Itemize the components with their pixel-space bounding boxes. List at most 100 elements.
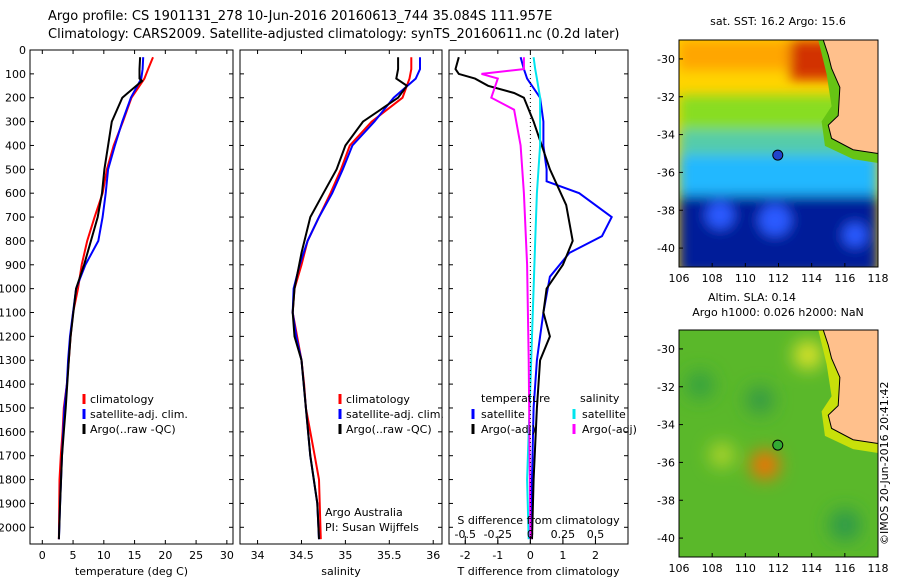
- sla-map-lat-label: -36: [657, 456, 675, 469]
- header-line-2: Climatology: CARS2009. Satellite-adjuste…: [48, 27, 620, 42]
- depth-tick-label: 1000: [0, 283, 26, 296]
- sst-map-field: [679, 40, 878, 267]
- difference-legend-label: satellite: [582, 408, 626, 421]
- temperature-xtick-label: 15: [128, 549, 142, 562]
- argo-float-marker: [772, 439, 784, 451]
- sla-map-lon-label: 118: [868, 562, 889, 575]
- continental-shelf: [818, 40, 878, 163]
- sst-map-lat-label: -32: [657, 91, 675, 104]
- sst-map-lon-label: 116: [834, 272, 855, 285]
- sla-map-lon-label: 108: [702, 562, 723, 575]
- difference-series-salinity-argo-adj: [481, 57, 532, 540]
- difference-panel: -2 -1 0 1 2 -0.5 -0.25 0 0.25 0.5S difference fro…: [448, 49, 637, 578]
- sla-map-subtitle: Argo h1000: 0.026 h2000: NaN: [692, 306, 864, 319]
- difference-xtick-label: -2: [460, 549, 471, 562]
- depth-tick-label: 0: [19, 44, 26, 57]
- salinity-axis-label: salinity: [321, 565, 361, 578]
- salinity-diff-tick-label: 0.25: [551, 528, 576, 541]
- depth-tick-label: 500: [5, 163, 26, 176]
- temperature-xtick-label: 25: [189, 549, 203, 562]
- temperature-legend-label: Argo(..raw -QC): [90, 423, 176, 436]
- temperature-legend-label: satellite-adj. clim.: [90, 408, 188, 421]
- sla-map-lat-label: -38: [657, 494, 675, 507]
- sst-map-lon-label: 118: [868, 272, 889, 285]
- temperature-frame: [29, 49, 234, 545]
- depth-tick-label: 1300: [0, 354, 26, 367]
- sla-low-anomaly: [686, 371, 714, 399]
- sst-eddy: [843, 223, 867, 247]
- sla-map-panel: 106 108 110 112 114 116 118 -30 -32 -34 -36 -38 -40 A…: [657, 291, 888, 575]
- imos-watermark: ©IMOS 20-Jun-2016 20:41:42: [878, 381, 891, 545]
- salinity-frame: [239, 49, 443, 545]
- sla-map-lon-label: 116: [834, 562, 855, 575]
- sla-high-anomaly: [794, 341, 822, 369]
- salinity-legend-label: Argo(..raw -QC): [346, 423, 432, 436]
- salinity-xtick-label: 35.5: [377, 549, 402, 562]
- temperature-xtick-label: 0: [39, 549, 46, 562]
- depth-tick-label: 700: [5, 211, 26, 224]
- depth-tick-label: 900: [5, 259, 26, 272]
- temperature-panel: 0100200300400500600700800900100011001200…: [0, 44, 234, 578]
- depth-tick-label: 1100: [0, 307, 26, 320]
- temperature-series-argo-raw-qc: [57, 57, 144, 540]
- temperature-difference-axis-label: T difference from climatology: [457, 565, 620, 578]
- legend-title-salinity: salinity: [580, 392, 620, 405]
- salinity-legend-label: satellite-adj. clim.: [346, 408, 444, 421]
- temperature-series-satellite-adj-clim: [57, 57, 145, 540]
- salinity-diff-tick-label: -0.5: [455, 528, 476, 541]
- sla-map-field: [679, 330, 878, 557]
- sla-map-lat-label: -40: [657, 532, 675, 545]
- salinity-xtick-label: 36: [426, 549, 440, 562]
- australia-land: [822, 330, 878, 445]
- depth-tick-label: 200: [5, 92, 26, 105]
- sla-map-lat-label: -34: [657, 419, 675, 432]
- depth-tick-label: 100: [5, 68, 26, 81]
- depth-tick-label: 800: [5, 235, 26, 248]
- sla-map-title: Altim. SLA: 0.14: [708, 291, 796, 304]
- sst-map-lon-label: 108: [702, 272, 723, 285]
- sla-map-lat-label: -32: [657, 381, 675, 394]
- sst-map-lat-label: -30: [657, 53, 675, 66]
- depth-tick-label: 1200: [0, 330, 26, 343]
- legend-title-temperature: temperature: [481, 392, 550, 405]
- depth-tick-label: 400: [5, 139, 26, 152]
- pi-label: PI: Susan Wijffels: [325, 521, 419, 534]
- temperature-legend-label: climatology: [90, 393, 154, 406]
- sst-map-lon-label: 106: [669, 272, 690, 285]
- sla-map-lon-label: 110: [735, 562, 756, 575]
- salinity-diff-tick-label: 0: [527, 528, 534, 541]
- sla-field-blobs: [686, 341, 861, 541]
- sla-map-lon-label: 112: [768, 562, 789, 575]
- salinity-xtick-label: 34: [251, 549, 265, 562]
- sst-map-lat-label: -34: [657, 129, 675, 142]
- salinity-panel: 34 34.5 35 35.5 36 salinity climatology satelli…: [239, 49, 444, 578]
- difference-legend-label: Argo(-adj): [582, 423, 637, 436]
- difference-xtick-label: -1: [492, 549, 503, 562]
- salinity-xtick-label: 34.5: [289, 549, 314, 562]
- argo-australia-label: Argo Australia: [325, 506, 403, 519]
- difference-legend-label: satellite: [481, 408, 525, 421]
- salinity-diff-tick-label: -0.25: [484, 528, 512, 541]
- sst-map-panel: 106 108 110 112 114 116 118 -30 -32 -34 -36 -38 -40 s…: [657, 15, 888, 285]
- sla-map-lon-label: 114: [801, 562, 822, 575]
- sst-map-lon-label: 114: [801, 272, 822, 285]
- continental-shelf: [818, 330, 878, 453]
- difference-frame: [448, 49, 629, 545]
- temperature-xtick-label: 20: [158, 549, 172, 562]
- salinity-series-argo-raw-qc: [291, 57, 409, 540]
- depth-tick-label: 300: [5, 116, 26, 129]
- difference-xtick-label: 2: [592, 549, 599, 562]
- sla-low-anomaly: [829, 509, 861, 541]
- sst-map-lat-label: -38: [657, 204, 675, 217]
- sla-high-anomaly: [710, 443, 734, 467]
- depth-tick-label: 1700: [0, 450, 26, 463]
- sst-map-lon-label: 112: [768, 272, 789, 285]
- depth-tick-label: 1400: [0, 378, 26, 391]
- difference-xtick-label: 0: [527, 549, 534, 562]
- salinity-legend-label: climatology: [346, 393, 410, 406]
- sla-low-anomaly: [746, 386, 774, 414]
- sla-high-anomaly: [751, 451, 779, 479]
- sst-eddy: [706, 201, 734, 229]
- salinity-xtick-label: 35: [338, 549, 352, 562]
